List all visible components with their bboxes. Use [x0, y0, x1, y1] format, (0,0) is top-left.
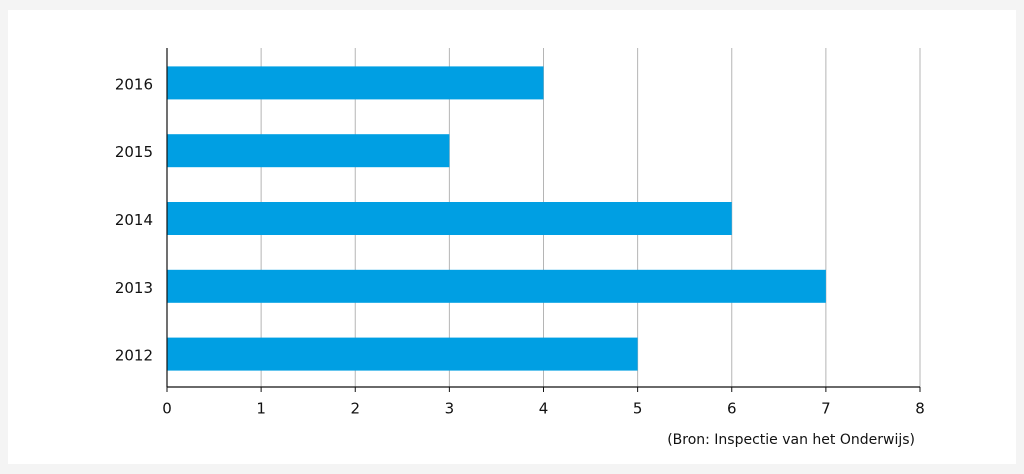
bar — [167, 202, 732, 235]
bar — [167, 337, 638, 371]
y-tick-label: 2012 — [115, 347, 153, 365]
y-tick-label: 2014 — [115, 211, 153, 229]
x-tick-label: 6 — [727, 400, 737, 418]
x-tick-label: 2 — [350, 400, 360, 418]
bar — [167, 66, 544, 100]
x-tick-label: 1 — [256, 400, 266, 418]
bar — [167, 269, 826, 303]
y-tick-label: 2013 — [115, 279, 153, 297]
x-tick-label: 5 — [633, 400, 643, 418]
x-tick-label: 3 — [445, 400, 455, 418]
y-tick-label: 2015 — [115, 143, 153, 161]
x-tick-label: 8 — [915, 400, 925, 418]
source-note: (Bron: Inspectie van het Onderwijs) — [667, 432, 915, 448]
x-tick-label: 4 — [539, 400, 549, 418]
bar — [167, 134, 450, 168]
y-tick-label: 2016 — [115, 75, 153, 93]
x-tick-label: 0 — [162, 400, 172, 418]
x-tick-label: 7 — [821, 400, 831, 418]
